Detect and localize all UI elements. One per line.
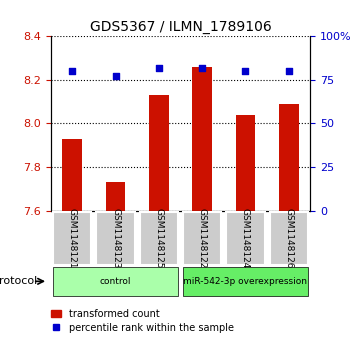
FancyBboxPatch shape xyxy=(140,212,178,265)
Text: GSM1148122: GSM1148122 xyxy=(198,208,206,268)
FancyBboxPatch shape xyxy=(183,266,308,296)
Text: protocol: protocol xyxy=(0,276,37,286)
Point xyxy=(113,73,118,79)
Legend: transformed count, percentile rank within the sample: transformed count, percentile rank withi… xyxy=(48,306,236,336)
Bar xyxy=(192,67,212,211)
Text: GSM1148126: GSM1148126 xyxy=(284,208,293,268)
FancyBboxPatch shape xyxy=(96,212,135,265)
Title: GDS5367 / ILMN_1789106: GDS5367 / ILMN_1789106 xyxy=(90,20,271,34)
Point xyxy=(243,68,248,74)
Bar xyxy=(62,139,82,211)
Bar xyxy=(106,182,125,211)
Bar xyxy=(236,115,255,211)
FancyBboxPatch shape xyxy=(53,266,178,296)
Text: GSM1148121: GSM1148121 xyxy=(68,208,77,268)
Text: GSM1148125: GSM1148125 xyxy=(155,208,163,268)
FancyBboxPatch shape xyxy=(53,212,91,265)
Point xyxy=(199,65,205,70)
FancyBboxPatch shape xyxy=(270,212,308,265)
FancyBboxPatch shape xyxy=(183,212,221,265)
Bar xyxy=(149,95,169,211)
FancyBboxPatch shape xyxy=(226,212,265,265)
Point xyxy=(286,68,292,74)
Text: GSM1148123: GSM1148123 xyxy=(111,208,120,268)
Text: GSM1148124: GSM1148124 xyxy=(241,208,250,268)
Point xyxy=(156,65,162,70)
Text: miR-542-3p overexpression: miR-542-3p overexpression xyxy=(183,277,308,286)
Point xyxy=(69,68,75,74)
Text: control: control xyxy=(100,277,131,286)
Bar xyxy=(279,104,299,211)
